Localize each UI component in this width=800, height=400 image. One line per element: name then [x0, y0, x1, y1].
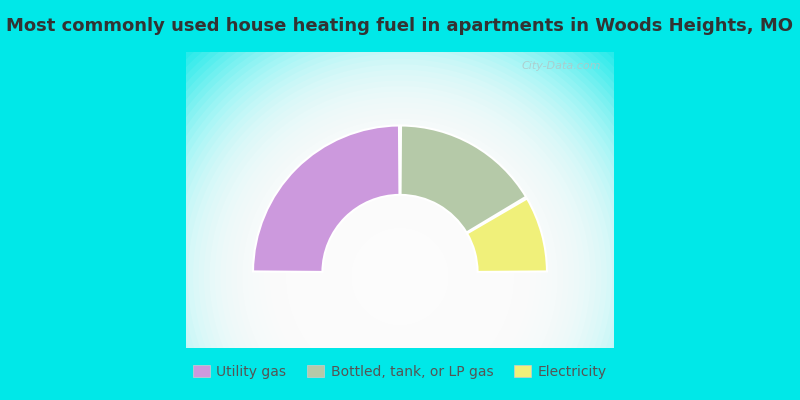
Circle shape	[346, 222, 454, 331]
Circle shape	[117, 0, 683, 400]
Circle shape	[198, 75, 602, 400]
Wedge shape	[467, 198, 547, 272]
Circle shape	[253, 130, 547, 400]
Circle shape	[106, 0, 694, 400]
Circle shape	[220, 97, 580, 400]
Circle shape	[226, 102, 574, 400]
Circle shape	[144, 21, 656, 400]
Circle shape	[150, 26, 650, 400]
Circle shape	[297, 173, 503, 380]
Circle shape	[242, 119, 558, 400]
Circle shape	[177, 53, 623, 400]
Circle shape	[258, 135, 542, 400]
Circle shape	[274, 151, 526, 400]
Circle shape	[302, 178, 498, 374]
Circle shape	[231, 108, 569, 400]
Circle shape	[204, 80, 596, 400]
Text: Most commonly used house heating fuel in apartments in Woods Heights, MO: Most commonly used house heating fuel in…	[6, 17, 794, 35]
Circle shape	[95, 0, 705, 400]
Circle shape	[237, 113, 563, 400]
Circle shape	[247, 124, 553, 400]
Circle shape	[351, 228, 449, 326]
Circle shape	[215, 92, 585, 400]
Circle shape	[307, 184, 493, 369]
Circle shape	[111, 0, 689, 400]
Circle shape	[171, 48, 629, 400]
Circle shape	[161, 37, 639, 400]
Circle shape	[193, 70, 607, 400]
Circle shape	[384, 260, 416, 293]
Circle shape	[101, 0, 699, 400]
Circle shape	[286, 162, 514, 391]
Circle shape	[280, 157, 520, 396]
Legend: Utility gas, Bottled, tank, or LP gas, Electricity: Utility gas, Bottled, tank, or LP gas, E…	[187, 360, 613, 384]
Text: City-Data.com: City-Data.com	[522, 61, 602, 71]
Circle shape	[138, 15, 662, 400]
Circle shape	[134, 10, 666, 400]
Circle shape	[362, 238, 438, 315]
Circle shape	[373, 249, 427, 304]
Circle shape	[166, 42, 634, 400]
Circle shape	[324, 200, 476, 353]
Circle shape	[90, 0, 710, 400]
Circle shape	[318, 195, 482, 358]
Circle shape	[334, 211, 466, 342]
Wedge shape	[253, 126, 399, 272]
Circle shape	[340, 217, 460, 336]
Circle shape	[313, 190, 487, 364]
Circle shape	[378, 255, 422, 298]
Circle shape	[367, 244, 433, 309]
Circle shape	[210, 86, 590, 400]
Circle shape	[394, 271, 406, 282]
Circle shape	[122, 0, 678, 400]
Circle shape	[389, 266, 411, 288]
Circle shape	[270, 146, 530, 400]
Circle shape	[330, 206, 470, 347]
Circle shape	[357, 233, 443, 320]
Circle shape	[188, 64, 612, 400]
Circle shape	[291, 168, 509, 386]
Circle shape	[155, 32, 645, 400]
Circle shape	[128, 4, 672, 400]
Wedge shape	[401, 126, 526, 232]
Circle shape	[182, 59, 618, 400]
Circle shape	[264, 140, 536, 400]
